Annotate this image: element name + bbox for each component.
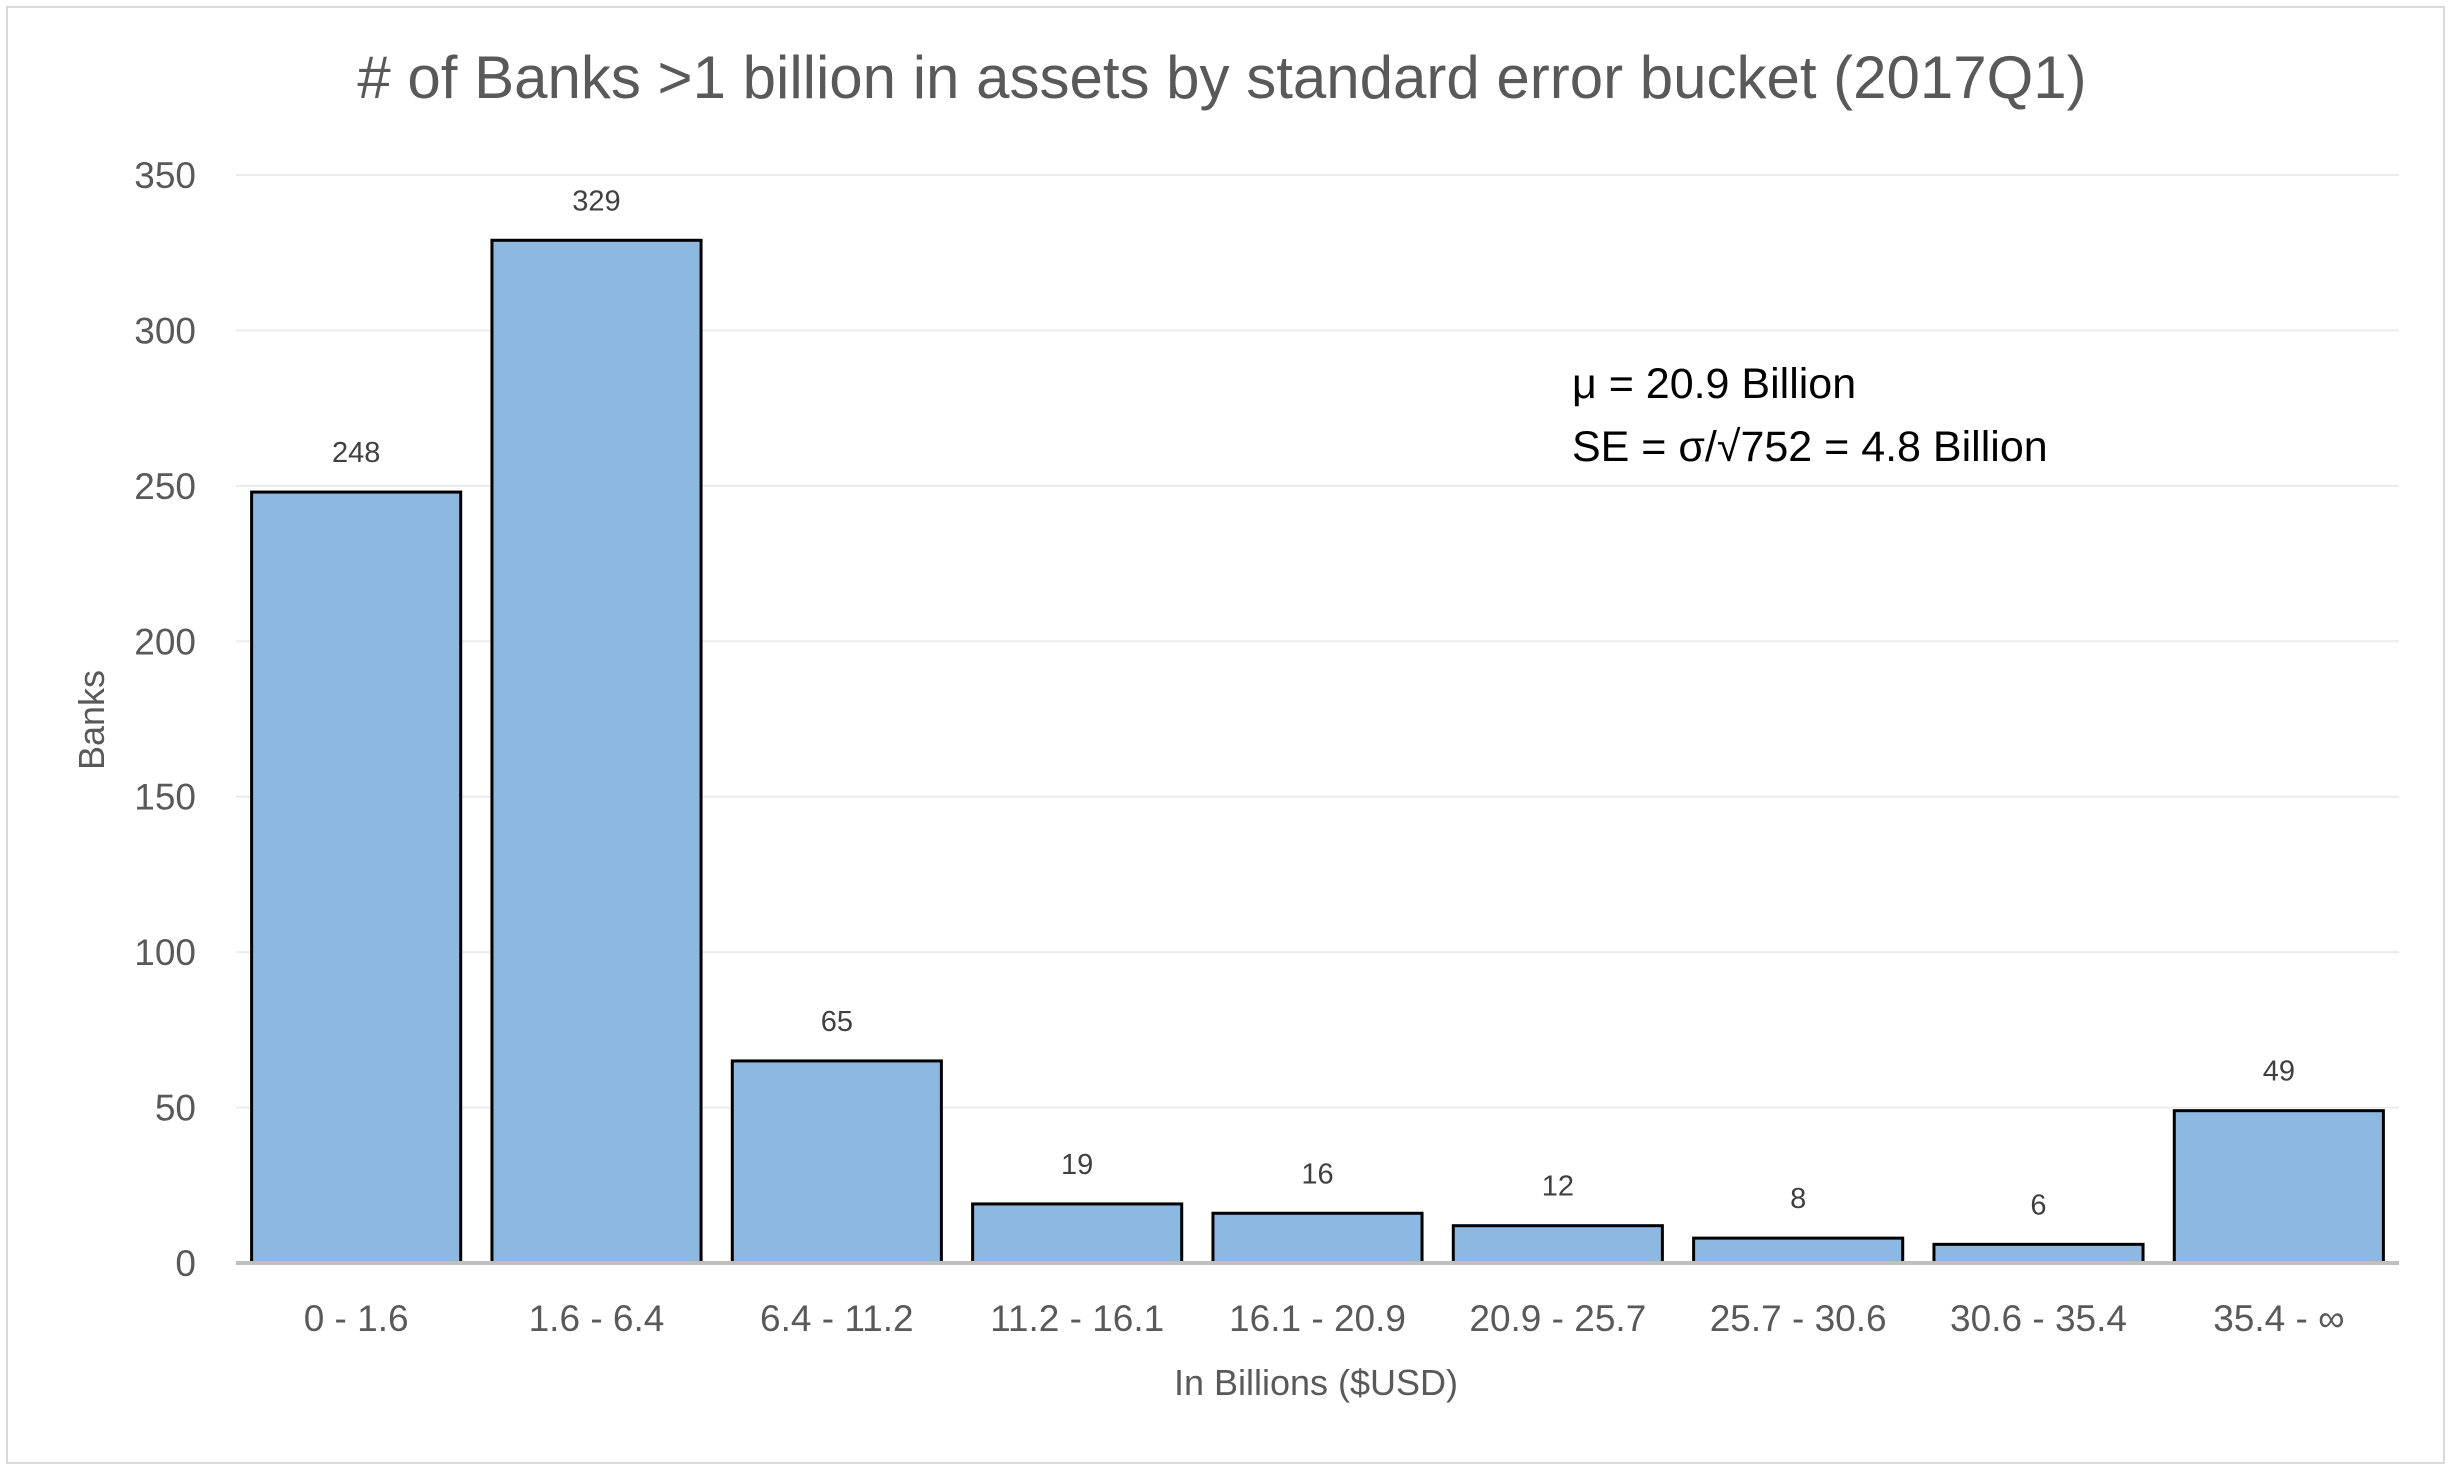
x-tick-label: 16.1 - 20.9	[1229, 1298, 1406, 1339]
x-tick-label: 1.6 - 6.4	[529, 1298, 665, 1339]
data-label: 329	[572, 185, 620, 217]
y-tick-label: 300	[134, 310, 196, 351]
x-tick-label: 20.9 - 25.7	[1469, 1298, 1646, 1339]
bar	[2172, 1109, 2385, 1265]
y-tick-label: 0	[175, 1243, 196, 1284]
data-label: 8	[1790, 1183, 1806, 1215]
x-tick-label: 35.4 - ∞	[2213, 1298, 2344, 1339]
chart-title: # of Banks >1 billion in assets by stand…	[357, 44, 2086, 111]
x-tick-label: 6.4 - 11.2	[760, 1298, 914, 1339]
y-tick-label: 50	[155, 1088, 196, 1129]
data-label: 19	[1061, 1149, 1093, 1181]
bar	[1932, 1242, 2145, 1265]
x-tick-label: 30.6 - 35.4	[1950, 1298, 2127, 1339]
data-label: 6	[2030, 1189, 2046, 1221]
y-tick-label: 100	[134, 932, 196, 973]
bars	[250, 238, 2385, 1265]
y-tick-label: 150	[134, 777, 196, 818]
y-axis-title: Banks	[71, 670, 112, 770]
bar	[971, 1202, 1184, 1265]
x-axis-title: In Billions ($USD)	[1174, 1362, 1458, 1403]
standard-error-annotation: SE = σ/√752 = 4.8 Billion	[1572, 423, 2048, 471]
bar	[250, 490, 463, 1265]
mean-annotation: μ = 20.9 Billion	[1572, 360, 1856, 408]
x-tick-label: 0 - 1.6	[304, 1298, 409, 1339]
data-labels: 248 329 65 19 16 12 8 6 49	[332, 185, 2295, 1221]
bar	[1692, 1236, 1905, 1265]
bar	[1211, 1211, 1424, 1265]
data-label: 49	[2263, 1056, 2295, 1088]
y-tick-label: 350	[134, 155, 196, 196]
y-tick-label: 200	[134, 621, 196, 662]
data-label: 65	[821, 1006, 853, 1038]
bar	[730, 1059, 943, 1265]
data-label: 12	[1542, 1171, 1574, 1203]
y-tick-label: 250	[134, 466, 196, 507]
bar	[490, 238, 703, 1265]
data-label: 16	[1301, 1158, 1333, 1190]
y-tick-labels: 0 50 100 150 200 250 300 350	[134, 155, 196, 1284]
data-label: 248	[332, 437, 380, 469]
bar	[1451, 1224, 1664, 1265]
x-tick-label: 25.7 - 30.6	[1710, 1298, 1887, 1339]
x-tick-labels: 0 - 1.6 1.6 - 6.4 6.4 - 11.2 11.2 - 16.1 16.…	[304, 1298, 2345, 1339]
x-tick-label: 11.2 - 16.1	[990, 1298, 1164, 1339]
